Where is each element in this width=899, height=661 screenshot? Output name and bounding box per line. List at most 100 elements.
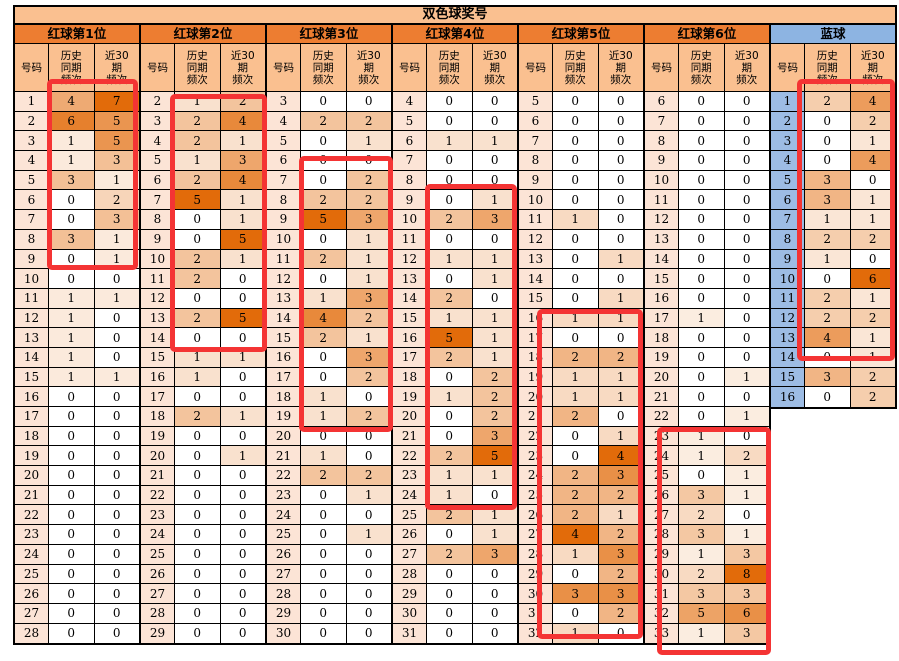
number-cell: 5 [393, 111, 427, 131]
recent-freq-cell: 1 [94, 288, 139, 308]
number-cell: 29 [141, 623, 175, 644]
table-row: 12 1 0 [15, 308, 139, 329]
history-freq-cell: 2 [175, 407, 221, 426]
subheader-row: 号码 历史 同期 频次 近30 期频次 [15, 44, 139, 92]
number-cell: 16 [519, 308, 553, 328]
recent-freq-cell: 0 [598, 328, 643, 347]
history-freq-cell: 0 [553, 603, 599, 623]
recent-freq-cell: 1 [220, 407, 265, 426]
number-cell: 24 [141, 525, 175, 544]
recent-freq-cell: 4 [598, 446, 643, 466]
number-cell: 10 [519, 190, 553, 210]
table-row: 27 0 0 [15, 603, 139, 624]
number-cell: 5 [771, 170, 805, 190]
number-cell: 14 [393, 288, 427, 308]
history-freq-cell: 0 [805, 111, 851, 131]
history-freq-cell: 0 [679, 367, 725, 387]
number-cell: 13 [645, 229, 679, 249]
recent-freq-cell: 0 [346, 603, 391, 623]
history-freq-cell: 0 [427, 229, 473, 249]
number-cell: 9 [519, 170, 553, 190]
table-row: 29 0 0 [393, 584, 517, 604]
history-freq-cell: 1 [427, 485, 473, 505]
table-row: 22 2 2 [267, 466, 391, 486]
recent-freq-cell: 0 [220, 387, 265, 406]
recent-freq-cell: 1 [94, 367, 139, 387]
recent-freq-cell: 1 [94, 229, 139, 249]
table-row: 19 0 0 [15, 446, 139, 467]
number-cell: 7 [771, 210, 805, 229]
number-cell: 8 [267, 190, 301, 210]
number-cell: 5 [141, 151, 175, 170]
table-row: 12 0 0 [141, 288, 265, 309]
number-cell: 11 [519, 210, 553, 229]
history-freq-cell: 0 [427, 564, 473, 584]
history-freq-cell: 2 [175, 131, 221, 151]
recent-freq-cell: 0 [220, 505, 265, 525]
number-cell: 8 [519, 151, 553, 170]
table-row: 18 1 0 [267, 387, 391, 407]
recent-freq-cell: 3 [346, 288, 391, 308]
table-row: 19 1 1 [519, 367, 643, 388]
history-freq-cell: 2 [301, 328, 347, 347]
number-cell: 19 [141, 426, 175, 446]
number-cell: 25 [393, 505, 427, 525]
history-freq-cell: 0 [175, 505, 221, 525]
number-cell: 21 [141, 466, 175, 485]
table-row: 16 0 2 [771, 387, 895, 407]
number-cell: 22 [645, 407, 679, 426]
number-cell: 14 [141, 328, 175, 347]
history-freq-cell: 1 [553, 367, 599, 387]
number-cell: 20 [141, 446, 175, 466]
history-freq-cell: 0 [553, 131, 599, 151]
number-cell: 21 [393, 426, 427, 446]
history-freq-cell: 0 [553, 111, 599, 131]
table-row: 30 0 0 [267, 623, 391, 644]
recent-freq-cell: 5 [472, 446, 517, 466]
number-cell: 24 [645, 446, 679, 466]
recent-freq-cell: 0 [94, 308, 139, 328]
recent-freq-cell: 0 [472, 92, 517, 111]
number-cell: 19 [519, 367, 553, 387]
recent-freq-cell: 0 [724, 111, 769, 131]
recent-freq-cell: 2 [724, 446, 769, 466]
recent-freq-cell: 0 [346, 623, 391, 644]
recent-freq-cell: 1 [598, 249, 643, 269]
history-freq-cell: 1 [301, 387, 347, 406]
table-row: 22 0 1 [519, 426, 643, 447]
table-row: 14 0 0 [141, 328, 265, 348]
history-freq-cell: 0 [49, 564, 95, 584]
number-cell: 31 [645, 584, 679, 603]
history-freq-cell: 1 [553, 387, 599, 406]
number-cell: 9 [645, 151, 679, 170]
table-row: 13 1 3 [267, 288, 391, 309]
table-row: 15 2 1 [267, 328, 391, 348]
table-row: 18 2 1 [141, 407, 265, 427]
recent-freq-cell: 0 [220, 367, 265, 387]
recent-freq-cell: 7 [94, 92, 139, 111]
recent-freq-cell: 2 [346, 367, 391, 387]
recent-freq-cell: 0 [94, 603, 139, 623]
history-freq-cell: 0 [805, 131, 851, 151]
recent-freq-cell: 3 [598, 544, 643, 564]
history-freq-cell: 0 [175, 210, 221, 229]
table-row: 29 0 2 [519, 564, 643, 585]
number-cell: 16 [771, 387, 805, 407]
subheader-history-freq: 历史 同期 频次 [49, 44, 95, 91]
recent-freq-cell: 0 [472, 229, 517, 249]
number-cell: 7 [141, 190, 175, 210]
recent-freq-cell: 1 [472, 328, 517, 347]
number-cell: 16 [141, 367, 175, 387]
recent-freq-cell: 0 [724, 190, 769, 210]
table-row: 25 0 1 [267, 525, 391, 545]
recent-freq-cell: 0 [724, 269, 769, 288]
